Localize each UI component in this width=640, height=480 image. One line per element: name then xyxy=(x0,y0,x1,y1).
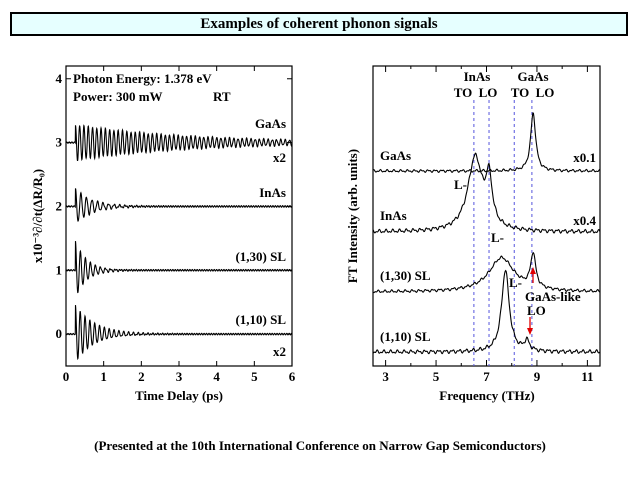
spectrum-1-10-sl xyxy=(372,269,601,355)
gaas-like-label: GaAs-like xyxy=(525,289,581,304)
series-label-1-30-sl: (1,30) SL xyxy=(235,249,286,264)
series-label-gaas: GaAs xyxy=(255,116,286,131)
left-x-tick-label: 3 xyxy=(176,369,183,384)
power-label: Power: 300 mW xyxy=(73,89,163,104)
ft-label-inas: InAs xyxy=(380,208,407,223)
right-x-tick-label: 7 xyxy=(483,369,490,384)
peak-label-1-30-sl: L- xyxy=(491,230,504,245)
right-x-tick-label: 9 xyxy=(534,369,541,384)
trace-1-10-sl xyxy=(65,305,292,361)
footnote: (Presented at the 10th International Con… xyxy=(94,438,546,453)
right-y-axis-label: FT Intensity (arb. units) xyxy=(345,149,360,283)
right-x-tick-label: 3 xyxy=(382,369,389,384)
left-x-tick-label: 4 xyxy=(213,369,220,384)
left-x-axis-label: Time Delay (ps) xyxy=(135,388,223,403)
arrow-up-icon xyxy=(530,267,536,283)
gaas-lo-label: LO xyxy=(536,85,555,100)
right-plot-frame xyxy=(372,65,601,367)
left-y-tick-label: 0 xyxy=(56,326,63,341)
series-label-inas: InAs xyxy=(259,185,286,200)
left-x-tick-label: 2 xyxy=(138,369,145,384)
inas-to-label: TO xyxy=(454,85,473,100)
ft-multiplier-inas: x0.4 xyxy=(573,213,596,228)
arrow-down-icon xyxy=(527,317,533,335)
time-domain-panel: 0 1 2 3 4 5 6 0 1 2 3 4 Photon Energy: 1.378 eV Po… xyxy=(30,65,296,403)
left-x-tick-label: 5 xyxy=(251,369,258,384)
left-y-tick-label: 1 xyxy=(56,262,63,277)
spectrum-inas xyxy=(372,152,601,234)
gaas-to-label: TO xyxy=(511,85,530,100)
peak-label-1-10-sl: L- xyxy=(509,275,522,290)
right-x-axis-label: Frequency (THz) xyxy=(439,388,534,403)
left-y-tick-label: 3 xyxy=(56,135,63,150)
left-x-tick-label: 0 xyxy=(63,369,70,384)
spectrum-gaas xyxy=(372,112,601,174)
ft-label-gaas: GaAs xyxy=(380,148,411,163)
left-y-tick-label: 2 xyxy=(56,198,63,213)
right-x-tick-label: 11 xyxy=(581,369,593,384)
ft-label-1-30-sl: (1,30) SL xyxy=(380,268,431,283)
gaas-like-lo-label: LO xyxy=(527,303,546,318)
frequency-domain-panel: 3 5 7 9 11 InAs GaAs TO LO TO LO GaAs x0.1 I… xyxy=(345,65,601,403)
right-x-tick-label: 5 xyxy=(433,369,440,384)
left-x-tick-label: 6 xyxy=(289,369,296,384)
gaas-group-label: GaAs xyxy=(517,69,548,84)
peak-label-inas: L- xyxy=(454,177,467,192)
ft-multiplier-gaas: x0.1 xyxy=(573,150,596,165)
page-title: Examples of coherent phonon signals xyxy=(10,12,628,36)
left-x-tick-label: 1 xyxy=(100,369,107,384)
trace-1-30-sl xyxy=(65,241,293,294)
photon-energy-label: Photon Energy: 1.378 eV xyxy=(73,71,212,86)
multiplier-gaas: x2 xyxy=(273,150,286,165)
inas-lo-label: LO xyxy=(479,85,498,100)
series-label-1-10-sl: (1,10) SL xyxy=(235,312,286,327)
inas-group-label: InAs xyxy=(464,69,491,84)
left-y-tick-label: 4 xyxy=(56,71,63,86)
trace-inas xyxy=(65,188,293,222)
multiplier-1-10-sl: x2 xyxy=(273,344,286,359)
ft-label-1-10-sl: (1,10) SL xyxy=(380,329,431,344)
spectrum-1-30-sl xyxy=(372,251,601,294)
trace-gaas xyxy=(65,124,293,162)
left-y-axis-label: x10⁻³∂/∂t(ΔR/R₀) xyxy=(30,169,45,263)
temperature-label: RT xyxy=(213,89,231,104)
